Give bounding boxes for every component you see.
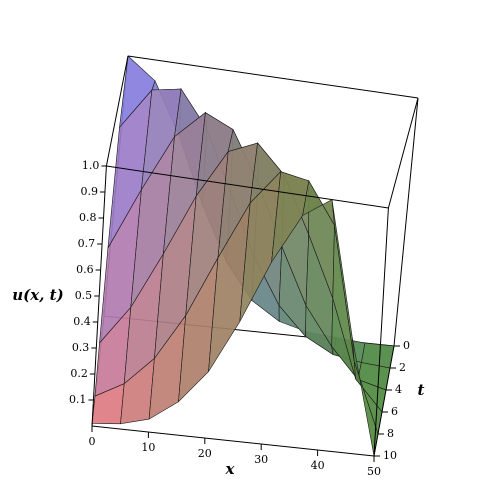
t-axis-label: t	[418, 381, 425, 399]
z-tick-label: 0.3	[72, 341, 90, 354]
z-tick-label: 0.1	[69, 393, 87, 406]
t-tick-label: 2	[399, 361, 406, 374]
z-tick-label: 0.6	[76, 263, 94, 276]
t-tick-label: 10	[383, 449, 397, 462]
t-tick-label: 8	[387, 427, 394, 440]
box-edge	[127, 55, 419, 99]
t-tick-label: 6	[391, 405, 398, 418]
t-tick-label: 4	[395, 383, 402, 396]
z-tick-label: 0.4	[73, 315, 91, 328]
z-tick-label: 0.5	[75, 289, 93, 302]
z-tick-label: 1.0	[82, 159, 100, 172]
box-edge	[106, 165, 389, 209]
box-edge	[91, 425, 375, 457]
surface	[91, 55, 395, 457]
z-tick-label: 0.8	[79, 211, 97, 224]
box-edge	[373, 345, 395, 457]
t-tick-label: 0	[403, 339, 410, 352]
box-edge	[393, 97, 419, 347]
x-tick-label: 30	[254, 453, 268, 466]
z-tick-label: 0.2	[70, 367, 88, 380]
box-front: 0.10.20.30.40.50.60.70.80.91.00 10 20 30 40 5…	[69, 55, 419, 478]
x-tick-label: 0	[89, 435, 96, 448]
z-tick-label: 0.9	[80, 185, 98, 198]
box-edge	[373, 207, 389, 457]
box-edge	[387, 97, 419, 209]
x-tick-label: 50	[367, 465, 381, 478]
x-tick-label: 20	[198, 447, 212, 460]
x-axis-label: x	[225, 460, 236, 478]
z-axis-label: u(x, t)	[12, 286, 63, 304]
box-edge	[105, 55, 129, 167]
x-tick-label: 40	[311, 459, 325, 472]
x-tick-label: 10	[141, 441, 155, 454]
z-tick-label: 0.7	[78, 237, 96, 250]
